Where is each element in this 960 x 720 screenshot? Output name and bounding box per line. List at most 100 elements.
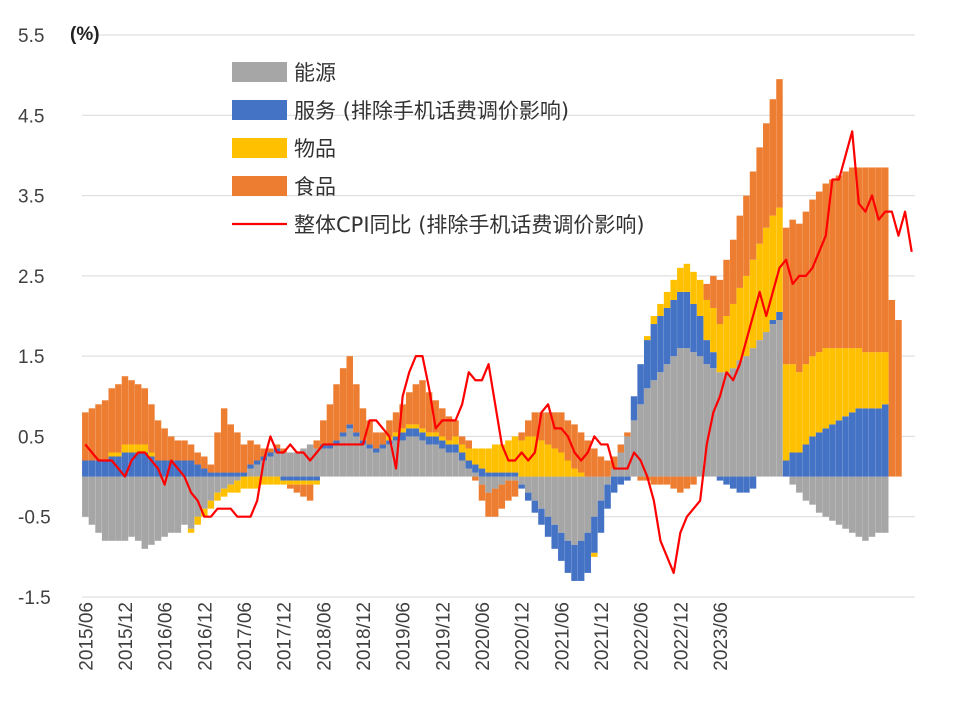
bar-services (683, 291, 691, 349)
bar-goods (399, 428, 406, 433)
bar-energy (168, 476, 175, 533)
y-tick-label: 0.5 (18, 427, 44, 448)
bar-services (392, 436, 400, 441)
y-tick-label: 1.5 (18, 347, 44, 368)
bar-energy (134, 476, 142, 541)
bar-energy (498, 476, 506, 485)
bar-goods (749, 259, 757, 349)
bar-goods (796, 372, 803, 453)
bar-food (485, 492, 492, 517)
bar-services (379, 444, 387, 449)
bar-energy (842, 476, 849, 529)
bar-food (591, 448, 598, 477)
bar-food (346, 356, 353, 425)
bar-goods (128, 444, 135, 453)
bar-energy (551, 476, 558, 525)
bar-food (465, 440, 472, 449)
bar-energy (201, 476, 208, 509)
bar-energy (809, 476, 816, 505)
bar-goods (882, 352, 889, 405)
bar-services (835, 420, 843, 477)
bar-energy (458, 460, 466, 477)
bar-services (346, 424, 353, 429)
bar-services (538, 508, 545, 525)
bar-energy (353, 436, 360, 477)
bar-energy (88, 476, 96, 525)
bar-services (425, 436, 433, 445)
bar-services (736, 476, 744, 493)
bar-goods (293, 480, 301, 485)
bar-services (306, 476, 314, 481)
bar-energy (544, 476, 552, 517)
bar-goods (723, 316, 730, 373)
bar-services (128, 452, 135, 477)
bar-food (617, 444, 625, 453)
bar-services (703, 340, 710, 365)
bar-food (868, 167, 876, 353)
bar-energy (154, 476, 162, 541)
bar-food (597, 456, 605, 477)
bar-services (472, 464, 479, 473)
legend-swatch-food (232, 176, 287, 196)
bar-energy (366, 448, 373, 477)
bar-energy (617, 452, 625, 477)
bar-goods (763, 227, 770, 333)
bar-services (789, 452, 796, 477)
bar-food (815, 191, 823, 353)
bar-services (802, 444, 810, 477)
bar-goods (544, 444, 552, 477)
bar-services (300, 476, 307, 481)
bar-energy (577, 476, 585, 541)
bar-goods (696, 279, 704, 316)
bar-food (392, 412, 400, 433)
bar-energy (194, 476, 201, 517)
bar-services (637, 364, 644, 405)
bar-services (452, 444, 459, 453)
bar-food (419, 380, 426, 429)
bar-energy (121, 476, 129, 541)
bar-food (723, 259, 730, 316)
bar-services (604, 484, 611, 509)
bar-energy (855, 476, 863, 537)
bar-services (240, 472, 248, 477)
bar-energy (174, 476, 182, 533)
bar-energy (207, 476, 215, 501)
bar-goods (432, 432, 439, 437)
bar-food (505, 480, 512, 501)
bar-goods (207, 500, 215, 509)
bar-goods (855, 348, 863, 409)
bar-food (260, 448, 268, 457)
legend-label-food: 食品 (294, 175, 336, 199)
bar-food (822, 183, 829, 349)
bar-services (882, 404, 889, 477)
bar-food (683, 476, 691, 489)
y-tick-label: 5.5 (18, 26, 44, 47)
bar-food (95, 404, 102, 461)
bar-energy (663, 364, 671, 477)
bar-food (174, 440, 182, 461)
bar-food (148, 404, 155, 453)
bar-services (716, 476, 724, 481)
bar-food (412, 384, 420, 425)
bar-services (617, 476, 625, 485)
bar-goods (842, 348, 849, 417)
bar-energy (181, 476, 188, 525)
bar-food (789, 219, 796, 365)
bar-food (273, 444, 281, 449)
bar-services (663, 307, 671, 365)
bar-food (491, 488, 499, 517)
bar-goods (670, 279, 677, 300)
bar-energy (670, 356, 677, 477)
bars-layer (82, 79, 902, 581)
bar-services (95, 460, 102, 477)
bar-goods (498, 444, 506, 473)
bar-energy (346, 428, 353, 477)
bar-energy (491, 476, 499, 489)
bar-energy (478, 476, 486, 485)
line-layer (84, 130, 913, 575)
bar-goods (491, 444, 499, 473)
bar-food (756, 147, 763, 244)
x-tick-label: 2018/06 (314, 602, 335, 671)
bar-goods (458, 444, 466, 453)
bar-food (82, 412, 89, 461)
